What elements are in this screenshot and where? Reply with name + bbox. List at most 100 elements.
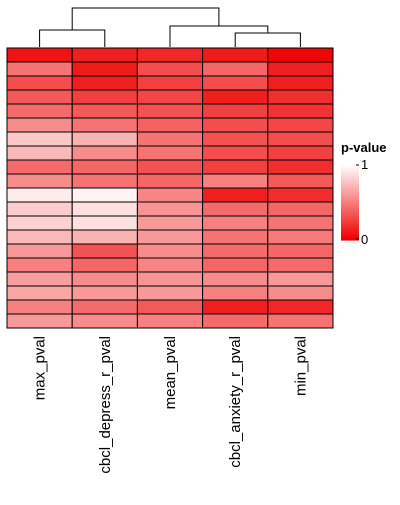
column-label: cbcl_anxiety_r_pval [227, 336, 244, 468]
heatmap-cell [136, 159, 204, 175]
heatmap-cell [6, 313, 73, 329]
dendrogram-branch [71, 7, 220, 30]
heatmap-cell [71, 243, 138, 259]
heatmap-cell [202, 89, 269, 105]
heatmap-cell [71, 187, 138, 203]
heatmap-cell [71, 201, 138, 217]
heatmap-cell [6, 187, 73, 203]
dendrogram-branch [234, 32, 301, 47]
column-label: max_pval [32, 336, 49, 400]
heatmap-cell [136, 117, 204, 133]
legend-gradient-step [341, 164, 359, 167]
legend-gradient-step [341, 238, 359, 241]
column-label: cbcl_depress_r_pval [97, 336, 114, 474]
heatmap-cell [71, 271, 138, 287]
column-dendrogram [39, 7, 301, 47]
heatmap-cell [202, 47, 269, 63]
heatmap-cell [202, 159, 269, 175]
heatmap-cell [202, 243, 269, 259]
heatmap-cell [267, 117, 334, 133]
legend-gradient-step [341, 178, 359, 181]
heatmap-cell [136, 257, 204, 273]
heatmap-cell [267, 187, 334, 203]
heatmap-cell [6, 285, 73, 301]
color-legend: p-value 1 0 [341, 140, 387, 247]
heatmap-cell [267, 201, 334, 217]
heatmap-cell [202, 131, 269, 147]
legend-gradient-step [341, 192, 359, 195]
legend-gradient-step [341, 182, 359, 185]
heatmap-cell [202, 75, 269, 91]
heatmap-cell [136, 285, 204, 301]
heatmap-cell [6, 159, 73, 175]
heatmap-cell [136, 215, 204, 231]
legend-title: p-value [341, 140, 387, 155]
legend-gradient-step [341, 166, 359, 169]
legend-gradient-step [341, 176, 359, 179]
heatmap-cell [202, 257, 269, 273]
heatmap-cell [202, 271, 269, 287]
column-labels: max_pval cbcl_depress_r_pval mean_pval cbcl… [32, 336, 310, 474]
heatmap-cell [202, 215, 269, 231]
heatmap-cell [267, 47, 334, 63]
heatmap-cell [267, 243, 334, 259]
heatmap-cell [136, 299, 204, 315]
heatmap-cell [267, 257, 334, 273]
heatmap-cell [136, 313, 204, 329]
heatmap-cell [267, 285, 334, 301]
heatmap-cell [6, 229, 73, 245]
legend-gradient-step [341, 174, 359, 177]
heatmap-cell [202, 117, 269, 133]
legend-gradient-step [341, 222, 359, 225]
heatmap-cell [71, 285, 138, 301]
legend-gradient-step [341, 196, 359, 199]
heatmap-cell [136, 61, 204, 77]
heatmap-cell [202, 299, 269, 315]
legend-gradient-step [341, 186, 359, 189]
heatmap-cell [71, 47, 138, 63]
heatmap-cell [267, 131, 334, 147]
legend-gradient-step [341, 170, 359, 173]
legend-gradient-step [341, 190, 359, 193]
heatmap-cell [267, 89, 334, 105]
legend-gradient-step [341, 200, 359, 203]
legend-tick-high: 1 [361, 157, 368, 172]
heatmap-cell [6, 215, 73, 231]
legend-gradient-step [341, 218, 359, 221]
heatmap-cell [202, 103, 269, 119]
legend-gradient-step [341, 234, 359, 237]
legend-gradient-step [341, 204, 359, 207]
heatmap-cell [6, 47, 73, 63]
heatmap-cell [71, 61, 138, 77]
heatmap-cell [71, 299, 138, 315]
heatmap-cell [267, 145, 334, 161]
legend-gradient-step [341, 208, 359, 211]
heatmap-cell [71, 229, 138, 245]
heatmap-cell [267, 75, 334, 91]
legend-gradient-step [341, 172, 359, 175]
heatmap-cell [6, 173, 73, 189]
legend-gradient-step [341, 224, 359, 227]
legend-gradient-step [341, 232, 359, 235]
heatmap-cell [71, 89, 138, 105]
heatmap-cell [71, 215, 138, 231]
legend-gradient-step [341, 212, 359, 215]
heatmap-cell [136, 103, 204, 119]
column-label: min_pval [292, 336, 309, 396]
heatmap-cell [6, 271, 73, 287]
heatmap-cell [267, 229, 334, 245]
heatmap-cell [136, 201, 204, 217]
heatmap-cell [6, 89, 73, 105]
dendrogram-branch [39, 29, 106, 47]
dendrogram-branch [169, 25, 269, 47]
heatmap-cell [136, 229, 204, 245]
legend-gradient-step [341, 202, 359, 205]
heatmap-cell [71, 75, 138, 91]
heatmap-cell [136, 271, 204, 287]
heatmap-cell [136, 89, 204, 105]
legend-gradient-step [341, 168, 359, 171]
heatmap-cell [71, 117, 138, 133]
legend-gradient-step [341, 184, 359, 187]
heatmap-cell [136, 75, 204, 91]
